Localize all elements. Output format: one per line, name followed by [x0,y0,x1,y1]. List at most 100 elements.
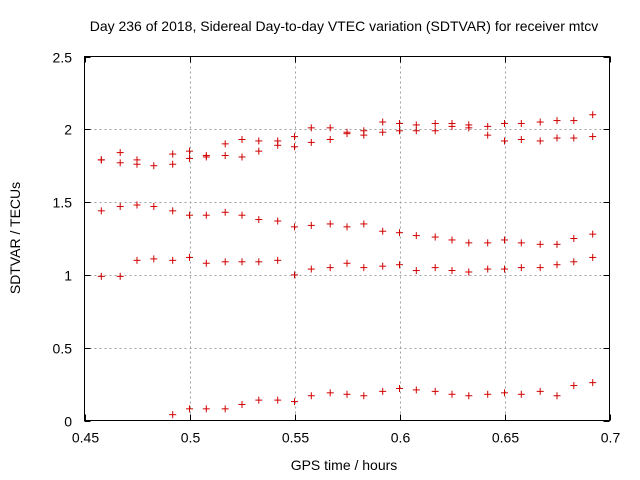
data-point [412,267,420,275]
data-point [465,239,473,247]
data-point [570,235,578,242]
data-point [570,134,578,142]
data-point [326,124,334,132]
data-point [274,256,282,264]
data-point [570,117,578,125]
data-point [448,390,456,398]
data-point [255,216,263,224]
data-point [412,127,420,135]
data-point [448,267,456,275]
axis-ticks [84,56,611,422]
x-tick-label: 0.65 [492,430,519,446]
data-point [517,135,525,143]
data-point [379,118,387,126]
data-point [97,272,105,280]
data-point [484,122,492,130]
data-point [431,119,439,127]
data-point [360,131,368,139]
data-point [150,255,158,263]
data-point [186,211,193,219]
data-point [307,221,315,229]
data-point [465,124,473,132]
data-point [307,138,315,146]
data-point [116,159,124,167]
grid-lines [84,56,610,421]
data-point [186,147,193,155]
data-point [589,230,597,238]
data-point [484,239,492,247]
data-point [431,387,439,395]
data-point [431,127,439,135]
data-point [202,259,210,267]
data-point [396,384,403,392]
data-point [517,119,525,127]
data-point [360,392,368,400]
x-tick-label: 0.6 [391,430,411,446]
x-tick-label: 0.7 [601,430,621,446]
data-point [553,134,561,142]
data-point [326,264,334,272]
data-point [291,223,298,231]
data-point [379,227,387,235]
data-point [97,207,105,215]
data-point [360,264,368,272]
data-point [202,405,210,413]
data-point [221,208,229,216]
data-point [396,119,403,127]
data-point [501,389,508,397]
data-point [343,390,351,398]
data-point [396,229,403,237]
data-point [379,387,387,395]
data-point [570,258,578,266]
data-point [589,379,597,387]
data-point [307,124,315,132]
data-point [291,271,298,279]
data-point [274,217,282,225]
y-tick-label: 1 [64,268,72,284]
data-point [536,137,544,145]
data-point [133,256,141,264]
data-point [169,256,177,264]
data-point [589,253,597,261]
data-point [553,240,561,248]
data-point [326,135,334,143]
data-point [484,265,492,273]
x-tick-label: 0.55 [282,430,309,446]
data-point [274,141,282,149]
y-tick-label: 1.5 [53,195,73,211]
data-point [412,232,420,240]
data-point [484,390,492,398]
data-point [465,392,473,400]
data-point [291,143,298,151]
data-point [448,236,456,244]
data-point [326,220,334,228]
x-tick-label: 0.5 [181,430,201,446]
data-point [169,207,177,215]
data-point [501,137,508,145]
data-point [169,411,177,419]
data-point [326,389,334,397]
data-point [360,220,368,228]
data-point [484,131,492,139]
y-tick-label: 2 [64,122,72,138]
data-point [221,152,229,160]
data-point [291,133,298,141]
data-point [116,149,124,157]
data-point [291,398,298,406]
y-tick-label: 0 [64,414,72,430]
y-tick-label: 0.5 [53,341,73,357]
data-point [517,264,525,272]
data-point [202,153,210,161]
data-point [238,135,246,143]
data-point [202,211,210,219]
data-point [238,258,246,266]
x-axis-label: GPS time / hours [291,457,398,473]
data-point [255,137,263,145]
data-point [238,153,246,161]
data-point [553,117,561,125]
data-point [465,268,473,276]
data-point [379,128,387,136]
data-point [274,396,282,404]
data-point [186,405,193,413]
